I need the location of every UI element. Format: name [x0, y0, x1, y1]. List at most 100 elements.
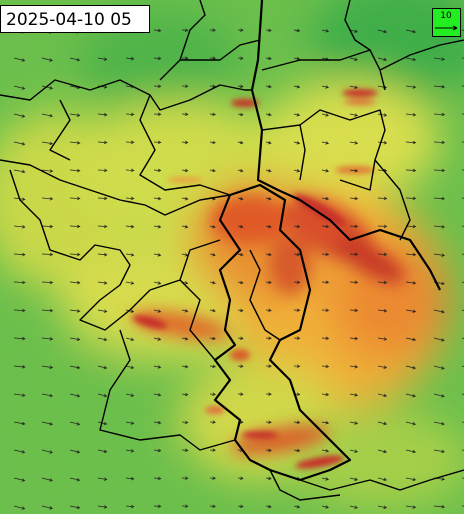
wind-arrow: [433, 449, 445, 454]
wind-arrow: [153, 365, 162, 369]
wind-arrow: [41, 449, 53, 454]
wind-arrow: [321, 29, 330, 33]
wind-arrow: [405, 252, 417, 257]
wind-arrow: [13, 505, 26, 510]
wind-arrow: [265, 224, 272, 229]
wind-arrow: [405, 113, 417, 117]
wind-arrow: [209, 364, 216, 369]
wind-arrow: [293, 113, 301, 117]
wind-arrow: [13, 57, 26, 62]
wind-arrow: [237, 504, 244, 509]
wind-arrow: [97, 337, 108, 342]
wind-arrow: [349, 449, 359, 453]
wind-arrow: [265, 448, 272, 453]
wind-arrow: [433, 85, 446, 89]
wind-arrow: [209, 476, 216, 480]
wind-arrow: [265, 476, 272, 481]
wind-arrow: [97, 309, 108, 313]
wind-arrow: [265, 420, 272, 424]
wind-arrow: [13, 449, 26, 454]
wind-arrow: [181, 225, 189, 229]
wind-arrow: [293, 364, 301, 368]
wind-arrow: [265, 28, 272, 33]
wind-arrow: [405, 505, 417, 509]
wind-arrow: [405, 281, 417, 285]
wind-arrow: [349, 505, 359, 509]
wind-arrow: [41, 57, 53, 62]
wind-arrow: [265, 504, 272, 509]
wind-arrow: [433, 112, 446, 117]
wind-arrow: [69, 449, 81, 454]
wind-arrow: [293, 308, 301, 312]
wind-arrow: [153, 420, 162, 425]
wind-arrow: [377, 224, 388, 229]
wind-arrow: [237, 84, 244, 89]
wind-arrow: [349, 141, 359, 145]
wind-arrow: [181, 364, 189, 369]
wind-arrow: [321, 336, 330, 340]
wind-arrow: [433, 309, 445, 314]
wind-arrow: [97, 449, 108, 454]
wind-arrow: [237, 336, 244, 341]
wind-arrow: [377, 280, 388, 285]
wind-arrow: [13, 365, 26, 369]
wind-arrow: [265, 336, 272, 340]
wind-arrow: [265, 168, 272, 173]
wind-arrow: [97, 57, 108, 61]
wind-arrow: [41, 393, 54, 398]
wind-arrow: [153, 337, 162, 341]
wind-arrow: [97, 477, 108, 481]
wind-arrow: [209, 448, 216, 452]
wind-arrow: [13, 336, 26, 341]
wind-legend: 10: [432, 8, 461, 37]
wind-arrow: [41, 113, 54, 118]
wind-arrow: [209, 280, 216, 285]
wind-arrow: [13, 113, 26, 118]
wind-arrow: [265, 196, 272, 201]
wind-arrow: [153, 28, 162, 33]
wind-arrow: [69, 477, 81, 482]
wind-arrow: [181, 476, 189, 480]
wind-arrow: [433, 196, 446, 201]
wind-arrow: [349, 29, 359, 33]
wind-arrow: [209, 420, 216, 424]
wind-arrows: [13, 28, 464, 510]
wind-legend-arrowhead: [452, 25, 458, 31]
wind-arrow: [41, 337, 54, 341]
wind-arrow: [209, 140, 216, 145]
wind-arrow: [125, 56, 135, 61]
wind-arrow: [349, 421, 359, 425]
wind-arrow: [153, 393, 162, 397]
wind-arrow: [209, 84, 216, 88]
wind-arrow: [153, 196, 162, 201]
wind-arrow: [13, 252, 26, 257]
wind-arrow: [377, 365, 388, 369]
wind-arrow: [97, 112, 108, 117]
wind-arrow: [69, 57, 81, 62]
wind-arrow: [69, 280, 81, 285]
wind-arrow: [209, 336, 216, 341]
wind-arrow: [69, 421, 81, 426]
wind-arrow: [125, 140, 135, 145]
wind-arrow: [321, 85, 329, 89]
wind-arrow: [13, 141, 26, 146]
wind-arrow: [321, 280, 330, 284]
wind-arrow: [69, 505, 81, 510]
wind-arrow: [265, 112, 272, 117]
wind-arrow: [13, 225, 26, 229]
wind-arrow: [237, 112, 244, 117]
wind-arrow: [293, 56, 301, 61]
wind-arrow: [321, 141, 330, 145]
wind-arrow: [209, 392, 216, 396]
wind-arrow: [41, 252, 54, 257]
wind-arrow: [321, 224, 330, 229]
wind-arrow: [405, 365, 417, 370]
wind-arrow: [265, 84, 272, 89]
wind-arrow: [321, 449, 330, 453]
wind-arrow: [13, 421, 26, 426]
wind-arrow: [181, 112, 189, 116]
wind-arrow: [321, 252, 330, 257]
wind-arrow: [69, 168, 81, 173]
wind-arrow: [125, 253, 135, 257]
